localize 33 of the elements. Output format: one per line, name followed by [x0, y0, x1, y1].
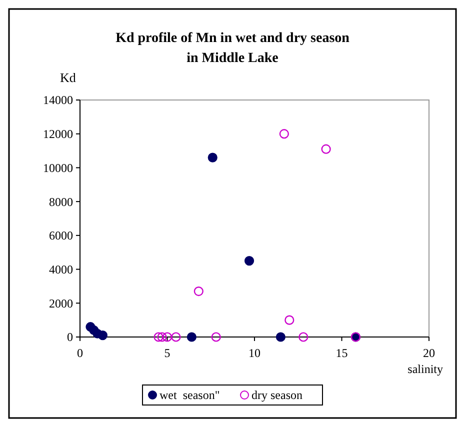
x-tick-label: 0 — [77, 346, 83, 360]
legend-label: dry season — [252, 388, 302, 402]
x-tick-label: 10 — [248, 346, 260, 360]
point — [244, 256, 254, 266]
y-tick-label: 6000 — [49, 228, 73, 243]
chart-title: Kd profile of Mn in wet and dry season in Middle Lake — [116, 31, 350, 66]
point — [279, 129, 289, 139]
point — [194, 286, 204, 296]
point — [162, 332, 172, 342]
point — [276, 332, 286, 342]
point — [211, 332, 221, 342]
y-tick-label: 4000 — [49, 262, 73, 276]
point — [298, 332, 308, 342]
point — [284, 315, 294, 325]
y-axis-title: Kd — [60, 70, 76, 85]
x-tick-label: 15 — [336, 346, 348, 360]
point — [98, 330, 108, 340]
y-tick-label: 0 — [67, 330, 73, 344]
point — [208, 152, 218, 162]
y-tick-label: 10000 — [43, 160, 73, 175]
point — [186, 332, 196, 342]
y-tick-label: 8000 — [49, 194, 73, 209]
point — [321, 144, 331, 154]
y-tick-label: 2000 — [49, 296, 73, 310]
y-tick-label: 12000 — [43, 127, 73, 142]
legend-label: wet season" — [160, 388, 220, 402]
point — [154, 332, 164, 342]
x-axis-title: salinity — [408, 362, 443, 376]
x-tick-label: 20 — [423, 346, 435, 360]
x-tick-label: 5 — [164, 346, 170, 360]
y-tick-label: 14000 — [43, 93, 73, 108]
point — [171, 332, 181, 342]
point — [157, 332, 167, 342]
